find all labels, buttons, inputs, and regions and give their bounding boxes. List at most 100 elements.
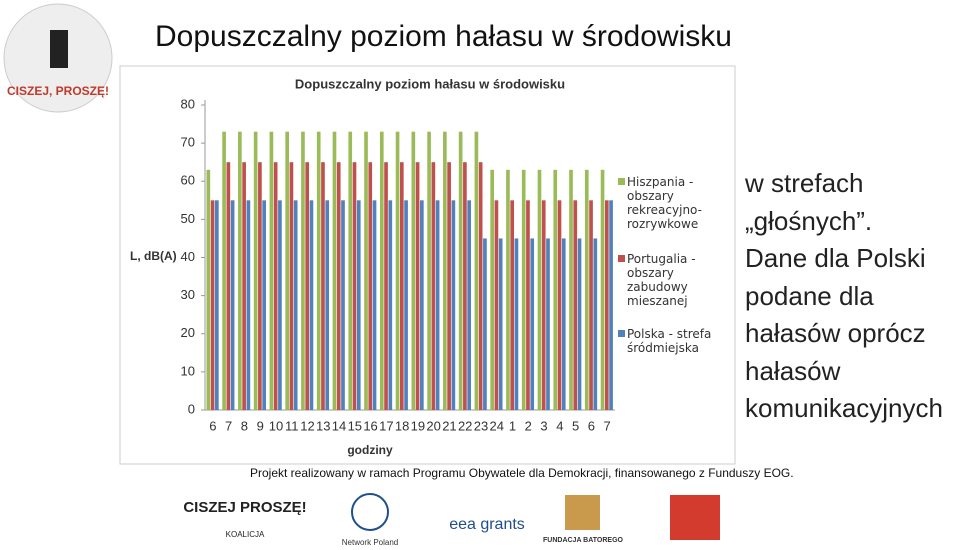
bar	[215, 200, 219, 410]
x-tick-label: 21	[442, 418, 456, 433]
side-text-line: hałasów	[745, 355, 841, 386]
x-tick-label: 9	[257, 418, 264, 433]
legend-swatch	[618, 178, 625, 185]
logo-text: CISZEJ, PROSZĘ!	[7, 84, 109, 98]
bar	[420, 200, 424, 410]
bar	[541, 200, 546, 410]
bar	[427, 131, 431, 410]
bar	[285, 131, 290, 410]
x-tick-label: 7	[603, 418, 610, 433]
x-tick-label: 13	[316, 418, 330, 433]
logo-globe	[351, 493, 389, 531]
bar	[341, 200, 345, 410]
x-tick-label: 8	[241, 418, 248, 433]
bar	[604, 200, 609, 410]
legend-label: Portugalia - obszary zabudowy mieszanej	[627, 252, 696, 308]
legend-swatch	[618, 255, 625, 262]
bar	[561, 238, 566, 410]
bar	[494, 200, 499, 410]
x-tick-label: 5	[572, 418, 579, 433]
footer-text: Projekt realizowany w ramach Programu Ob…	[250, 466, 794, 480]
bar	[305, 162, 310, 410]
bar	[293, 200, 298, 410]
x-tick-label: 17	[379, 418, 393, 433]
bar	[321, 162, 325, 410]
y-tick-label: 20	[181, 325, 195, 340]
x-tick-label: 4	[556, 418, 563, 433]
x-tick-label: 7	[225, 418, 232, 433]
side-text-line: komunikacyjnych	[745, 393, 943, 423]
bar	[388, 200, 393, 410]
y-tick-label: 70	[181, 135, 195, 150]
bar	[557, 200, 562, 410]
chart-title: Dopuszczalny poziom hałasu w środowisku	[295, 76, 565, 91]
bar	[336, 162, 341, 410]
bar	[609, 200, 613, 410]
bar	[447, 162, 451, 410]
logo-label: KOALICJA	[226, 530, 265, 539]
y-tick-label: 40	[181, 249, 195, 264]
bar	[526, 200, 530, 410]
bar	[206, 169, 211, 410]
legend-label: Hiszpania - obszary rekreacyjno-rozrywko…	[627, 175, 702, 231]
side-text-line: podane dla	[745, 280, 874, 311]
bar	[246, 200, 251, 410]
bar	[514, 238, 519, 410]
x-axis-label: godziny	[347, 443, 393, 457]
bar	[238, 131, 242, 410]
bar	[463, 162, 467, 410]
bar	[273, 162, 278, 410]
y-tick-label: 60	[181, 173, 195, 188]
logo-box	[670, 495, 720, 540]
x-tick-label: 10	[269, 418, 283, 433]
x-tick-label: 1	[509, 418, 516, 433]
x-tick-label: 20	[426, 418, 440, 433]
logo-label: FUNDACJA BATOREGO	[543, 537, 624, 544]
bar	[372, 200, 377, 410]
bar	[332, 131, 337, 410]
slide-title: Dopuszczalny poziom hałasu w środowisku	[155, 20, 732, 53]
legend-swatch	[618, 330, 625, 337]
x-tick-label: 14	[332, 418, 346, 433]
bar	[210, 200, 215, 410]
bar	[569, 169, 573, 410]
y-tick-label: 0	[188, 401, 195, 416]
bar	[467, 200, 471, 410]
x-tick-label: 12	[300, 418, 314, 433]
bar	[443, 131, 447, 410]
y-tick-label: 30	[181, 287, 195, 302]
bar	[399, 162, 404, 410]
bar	[458, 131, 463, 410]
y-tick-label: 10	[181, 363, 195, 378]
bar	[498, 238, 503, 410]
x-tick-label: 11	[285, 418, 299, 433]
bar	[474, 131, 479, 410]
logo-label: eea grants	[449, 516, 525, 533]
bar	[530, 238, 535, 410]
bar	[262, 200, 266, 410]
bar	[411, 131, 416, 410]
legend-label: Polska - strefa śródmiejska	[627, 327, 712, 355]
y-tick-label: 50	[181, 211, 195, 226]
x-tick-label: 15	[348, 418, 362, 433]
side-text-line: Dane dla Polski	[745, 243, 926, 273]
logo-label: Network Poland	[342, 538, 398, 547]
bar	[222, 131, 226, 410]
bar	[364, 131, 368, 410]
bar	[478, 162, 483, 410]
bar	[521, 169, 526, 410]
bar	[600, 169, 605, 410]
x-tick-label: 24	[489, 418, 503, 433]
bar	[415, 162, 420, 410]
bar	[553, 169, 558, 410]
bar	[242, 162, 246, 410]
y-axis-label: L, dB(A)	[130, 249, 177, 263]
bar	[577, 238, 582, 410]
x-tick-label: 3	[540, 418, 547, 433]
bar	[451, 200, 456, 410]
bar	[368, 162, 373, 410]
bar	[316, 131, 321, 410]
x-tick-label: 18	[395, 418, 409, 433]
side-text-line: hałasów oprócz	[745, 318, 926, 348]
